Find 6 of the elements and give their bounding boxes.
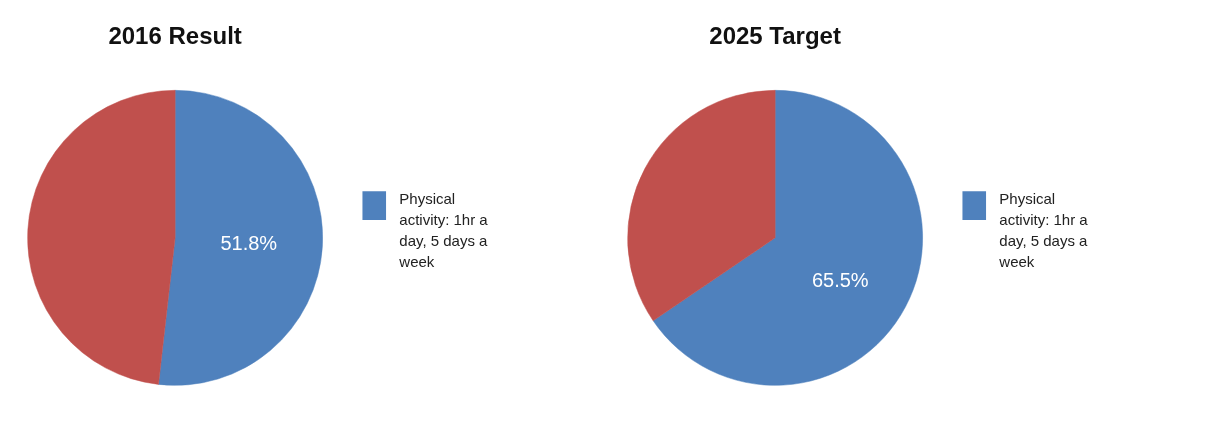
chart-title: 2025 Target xyxy=(709,22,841,50)
data-label: 65.5% xyxy=(811,268,869,291)
data-label: 51.8% xyxy=(220,231,278,254)
legend-label: Physical activity: 1hr a day, 5 days a week xyxy=(998,189,1089,271)
chart-title: 2016 Result xyxy=(108,22,242,50)
legend-label: Physical activity: 1hr a day, 5 days a week xyxy=(398,189,489,271)
